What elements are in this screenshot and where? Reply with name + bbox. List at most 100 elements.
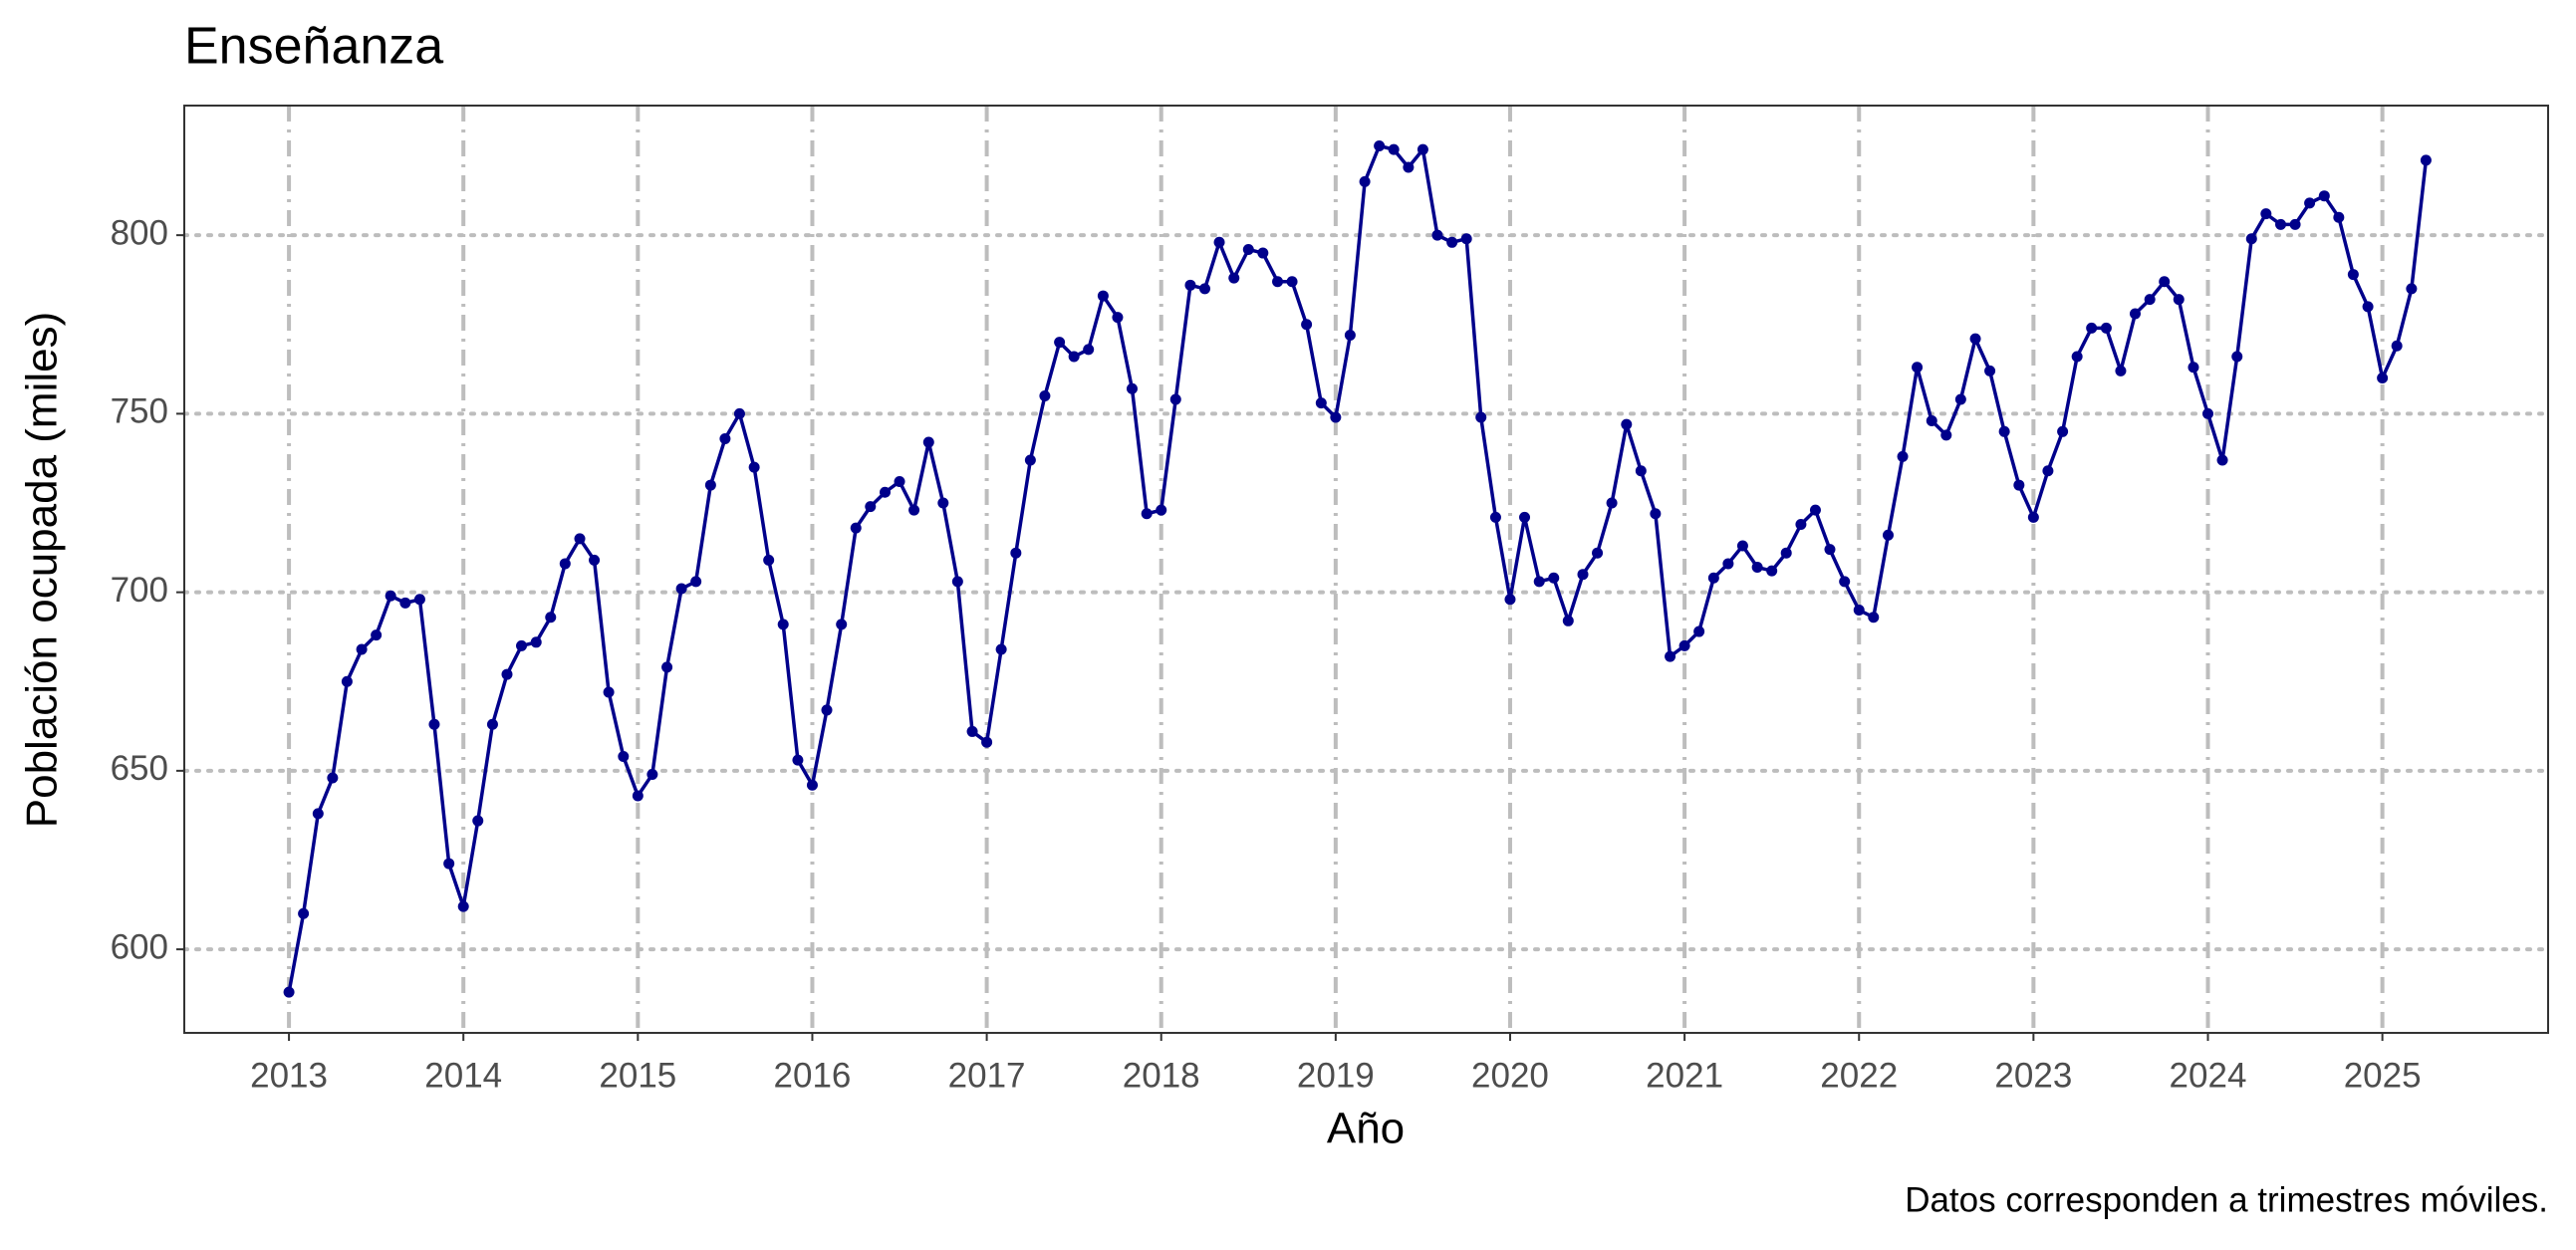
data-point <box>1592 547 1604 559</box>
data-point <box>821 704 833 716</box>
x-tick-label: 2013 <box>250 1056 328 1095</box>
chart-title: Enseñanza <box>184 18 443 76</box>
data-point <box>2231 351 2243 363</box>
data-point <box>2027 511 2039 523</box>
data-point <box>1809 504 1821 516</box>
data-point <box>327 772 339 784</box>
data-point <box>1112 312 1124 324</box>
data-point <box>748 461 760 473</box>
x-tick-label: 2025 <box>2344 1056 2422 1095</box>
data-point <box>922 436 934 448</box>
data-point <box>1824 544 1836 556</box>
data-point <box>2057 425 2069 437</box>
x-tick-label: 2015 <box>599 1056 676 1095</box>
data-point <box>1054 337 1066 349</box>
data-point <box>1039 389 1051 401</box>
data-point <box>646 768 658 780</box>
data-point <box>1954 393 1966 405</box>
data-point <box>1780 547 1792 559</box>
data-point <box>428 718 440 730</box>
data-point <box>908 504 920 516</box>
data-point <box>1882 529 1894 541</box>
data-point <box>1926 415 1937 427</box>
data-point <box>1621 418 1633 430</box>
plot-border <box>183 105 2549 1034</box>
series-line <box>287 143 2429 993</box>
data-point <box>1707 572 1719 584</box>
data-point <box>850 522 862 534</box>
data-point <box>1068 351 1080 363</box>
data-point <box>1868 612 1880 624</box>
data-point <box>1024 454 1036 466</box>
data-point <box>1010 547 1022 559</box>
data-point <box>2071 351 2083 363</box>
data-point <box>879 486 891 498</box>
data-point <box>2275 218 2287 230</box>
x-tick-label: 2020 <box>1471 1056 1549 1095</box>
data-point <box>603 686 615 698</box>
data-point <box>501 668 513 680</box>
y-tick-label: 700 <box>111 571 168 610</box>
data-point <box>1083 344 1095 356</box>
data-point <box>1199 283 1211 295</box>
data-point <box>675 583 687 595</box>
data-point <box>530 636 542 648</box>
data-point <box>995 643 1007 655</box>
data-point <box>1562 615 1574 626</box>
data-point <box>341 675 353 687</box>
data-point <box>1374 140 1386 152</box>
x-tick-label: 2022 <box>1820 1056 1898 1095</box>
data-point <box>1766 565 1778 577</box>
data-point <box>1388 143 1400 155</box>
data-point <box>1126 382 1138 394</box>
data-point <box>806 779 818 791</box>
data-point <box>2245 233 2257 245</box>
data-point <box>1519 511 1531 523</box>
data-point <box>2042 465 2054 477</box>
data-point <box>2086 322 2098 334</box>
data-point <box>1417 143 1428 155</box>
data-point <box>1242 243 1254 255</box>
data-point <box>298 907 310 919</box>
data-point <box>1460 233 1472 245</box>
data-point <box>2159 276 2171 288</box>
data-point <box>1722 558 1734 570</box>
data-point <box>1969 333 1981 345</box>
data-point <box>2129 308 2141 320</box>
data-point <box>719 432 731 444</box>
data-point <box>457 900 469 912</box>
data-point <box>690 576 702 588</box>
data-point <box>1678 639 1690 651</box>
data-point <box>1548 572 1560 584</box>
data-point <box>1257 247 1269 259</box>
data-point <box>1736 540 1748 552</box>
data-point <box>1839 576 1851 588</box>
data-point <box>1635 465 1647 477</box>
x-tick-label: 2016 <box>774 1056 852 1095</box>
data-point <box>1693 625 1705 637</box>
data-point <box>1330 411 1342 423</box>
data-point <box>385 590 396 602</box>
data-point <box>1272 276 1284 288</box>
data-point <box>618 751 630 763</box>
data-point <box>2216 454 2228 466</box>
data-point <box>1650 508 1662 520</box>
y-tick-label: 800 <box>111 213 168 252</box>
data-point <box>1213 236 1225 248</box>
data-point <box>356 643 368 655</box>
data-point <box>516 639 528 651</box>
data-point <box>1577 569 1589 581</box>
data-point <box>1751 562 1763 574</box>
data-point <box>574 533 586 545</box>
data-point <box>1853 605 1865 617</box>
caption: Datos corresponden a trimestres móviles. <box>1905 1180 2548 1219</box>
data-point <box>951 576 963 588</box>
data-point <box>1446 236 1458 248</box>
data-point <box>2173 294 2185 306</box>
data-point <box>1533 576 1545 588</box>
y-axis-title: Población ocupada (miles) <box>18 312 67 829</box>
x-tick-label: 2014 <box>424 1056 502 1095</box>
data-point <box>1156 504 1167 516</box>
